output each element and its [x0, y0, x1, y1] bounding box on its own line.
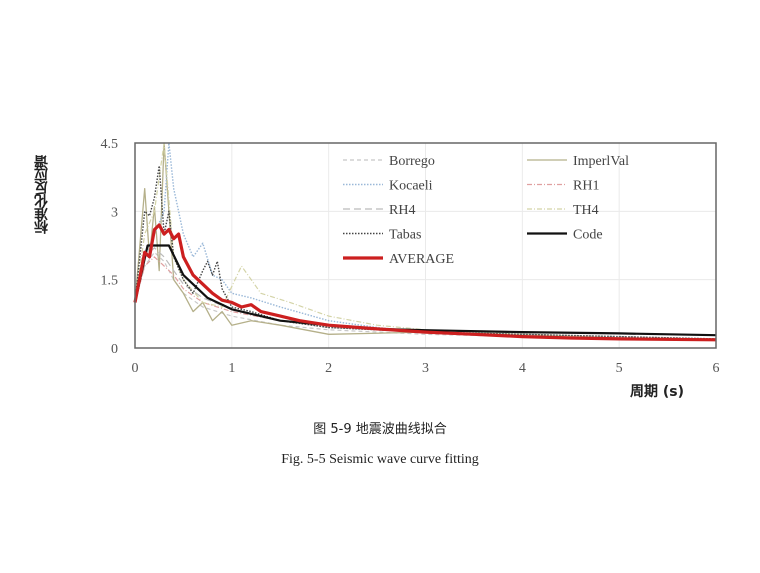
legend: Borrego ImperlVal Kocaeli RH1 RH4 TH4 Tabas Cod… [343, 154, 629, 267]
legend-label-th4: TH4 [573, 203, 599, 218]
legend-label-rh1: RH1 [573, 179, 599, 194]
figure-caption-chinese: 图 5-9 地震波曲线拟合 [313, 422, 447, 437]
series-code-line [133, 244, 717, 337]
y-tick-label: 4.5 [101, 137, 119, 152]
series-average-line [133, 223, 717, 342]
series-lines [133, 142, 717, 342]
figure-caption-english: Fig. 5-5 Seismic wave curve fitting [281, 452, 479, 467]
x-tick-label: 1 [228, 361, 235, 376]
x-tick-label: 0 [132, 361, 139, 376]
y-tick-labels: 0 1.5 3 4.5 [101, 137, 119, 357]
legend-label-code: Code [573, 228, 603, 243]
x-tick-label: 2 [325, 361, 332, 376]
y-axis-label: 标准化反应谱 [34, 156, 50, 234]
x-tick-label: 3 [422, 361, 429, 376]
x-tick-label: 5 [616, 361, 623, 376]
y-tick-label: 3 [111, 205, 118, 220]
x-tick-label: 6 [713, 361, 720, 376]
legend-label-kocaeli: Kocaeli [389, 179, 433, 194]
x-tick-label: 4 [519, 361, 526, 376]
y-tick-label: 0 [111, 342, 118, 357]
plot-frame [134, 142, 717, 349]
x-tick-labels: 0 1 2 3 4 5 6 [132, 361, 720, 376]
legend-label-rh4: RH4 [389, 203, 415, 218]
legend-label-tabas: Tabas [389, 228, 421, 243]
legend-label-imperlval: ImperlVal [573, 154, 629, 169]
y-tick-label: 1.5 [101, 274, 119, 289]
legend-label-borrego: Borrego [389, 154, 435, 169]
legend-label-average: AVERAGE [389, 252, 454, 267]
gridlines [135, 143, 716, 348]
x-axis-label: 周期 (s) [630, 384, 685, 400]
